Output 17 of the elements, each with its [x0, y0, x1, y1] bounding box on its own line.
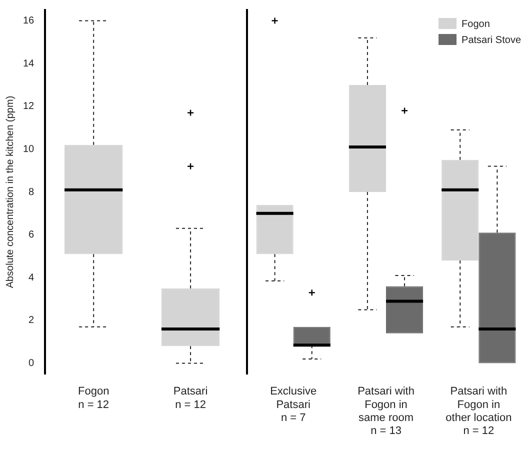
y-tick-label: 16 [23, 15, 35, 26]
y-axis-title: Absolute concentration in the kitchen (ppm) [4, 96, 16, 288]
x-tick-label: Fogon n = 12 [78, 386, 110, 411]
legend-label: Patsari Stove [462, 34, 522, 46]
legend-label: Fogon [462, 18, 490, 30]
y-tick-label: 10 [23, 144, 35, 155]
y-tick-label: 12 [23, 101, 35, 112]
x-tick-label: Patsari with Fogon in other location n = 12 [446, 386, 512, 438]
y-tick-label: 14 [23, 58, 35, 70]
x-tick-label: Patsari n = 12 [173, 386, 208, 411]
y-tick-label: 2 [28, 315, 35, 326]
y-tick-label: 0 [28, 358, 35, 370]
x-tick-label: Patsari with Fogon in same room n = 13 [358, 386, 414, 438]
y-tick-label: 4 [28, 272, 35, 284]
y-tick-label: 6 [28, 230, 35, 241]
x-tick-label: Exclusive Patsari n = 7 [270, 386, 317, 424]
y-tick-label: 8 [28, 186, 35, 198]
